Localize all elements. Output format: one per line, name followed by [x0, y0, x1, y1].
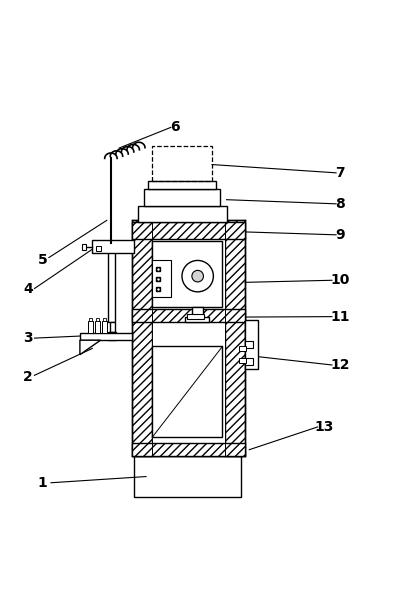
Text: 6: 6: [170, 121, 180, 135]
Bar: [82, 244, 86, 250]
Bar: [89, 318, 92, 321]
Bar: [152, 259, 171, 297]
Text: 4: 4: [23, 282, 33, 296]
Bar: [131, 444, 245, 456]
Bar: [92, 240, 134, 253]
Bar: [239, 358, 245, 363]
Text: 2: 2: [23, 370, 33, 384]
Bar: [239, 345, 245, 350]
Text: 8: 8: [335, 197, 345, 211]
Bar: [192, 307, 203, 319]
Bar: [187, 314, 204, 319]
Text: 7: 7: [335, 166, 345, 180]
Bar: [245, 358, 253, 365]
Bar: [152, 221, 225, 456]
Text: 5: 5: [38, 253, 47, 267]
Bar: [245, 341, 253, 348]
Bar: [152, 241, 223, 307]
Bar: [148, 181, 216, 189]
Bar: [96, 318, 99, 321]
Bar: [134, 456, 241, 497]
Bar: [97, 245, 102, 250]
Text: 1: 1: [38, 476, 47, 490]
Text: 10: 10: [331, 273, 350, 287]
Bar: [95, 321, 100, 333]
Bar: [108, 332, 116, 340]
Bar: [138, 206, 227, 222]
Bar: [225, 221, 245, 456]
Bar: [144, 189, 220, 206]
Bar: [131, 221, 152, 456]
Bar: [131, 309, 245, 322]
Text: 12: 12: [330, 358, 350, 372]
Bar: [245, 319, 258, 369]
Circle shape: [192, 270, 203, 282]
Bar: [110, 322, 115, 332]
Bar: [131, 222, 245, 239]
Bar: [185, 317, 209, 322]
Bar: [152, 146, 212, 181]
Bar: [88, 321, 93, 333]
Text: 13: 13: [314, 420, 333, 434]
Text: 11: 11: [330, 310, 350, 324]
Bar: [103, 318, 106, 321]
Bar: [80, 333, 131, 340]
Text: 3: 3: [23, 331, 33, 345]
Text: 9: 9: [335, 228, 345, 242]
Bar: [108, 243, 115, 322]
Polygon shape: [80, 340, 101, 355]
Bar: [152, 347, 223, 438]
Bar: [102, 321, 107, 333]
